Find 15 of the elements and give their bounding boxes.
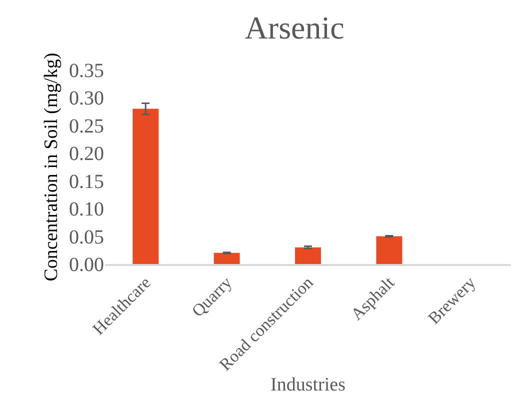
y-axis-title: Concentration in Soil (mg/kg) xyxy=(40,52,62,282)
y-tick-label: 0.25 xyxy=(69,115,104,138)
bar xyxy=(214,252,240,264)
bar xyxy=(295,247,321,264)
chart-title: Arsenic xyxy=(244,9,344,46)
y-tick-label: 0.35 xyxy=(69,60,104,82)
y-tick-label: 0.30 xyxy=(69,88,104,110)
bar xyxy=(376,236,402,264)
y-tick-label: 0.00 xyxy=(69,254,104,276)
y-tick-label: 0.20 xyxy=(69,143,104,166)
y-tick-label: 0.05 xyxy=(69,226,104,248)
y-tick-label: 0.15 xyxy=(69,170,104,193)
bar xyxy=(132,108,159,264)
y-tick-label: 0.10 xyxy=(69,198,104,221)
x-axis-title: Industries xyxy=(270,374,346,396)
